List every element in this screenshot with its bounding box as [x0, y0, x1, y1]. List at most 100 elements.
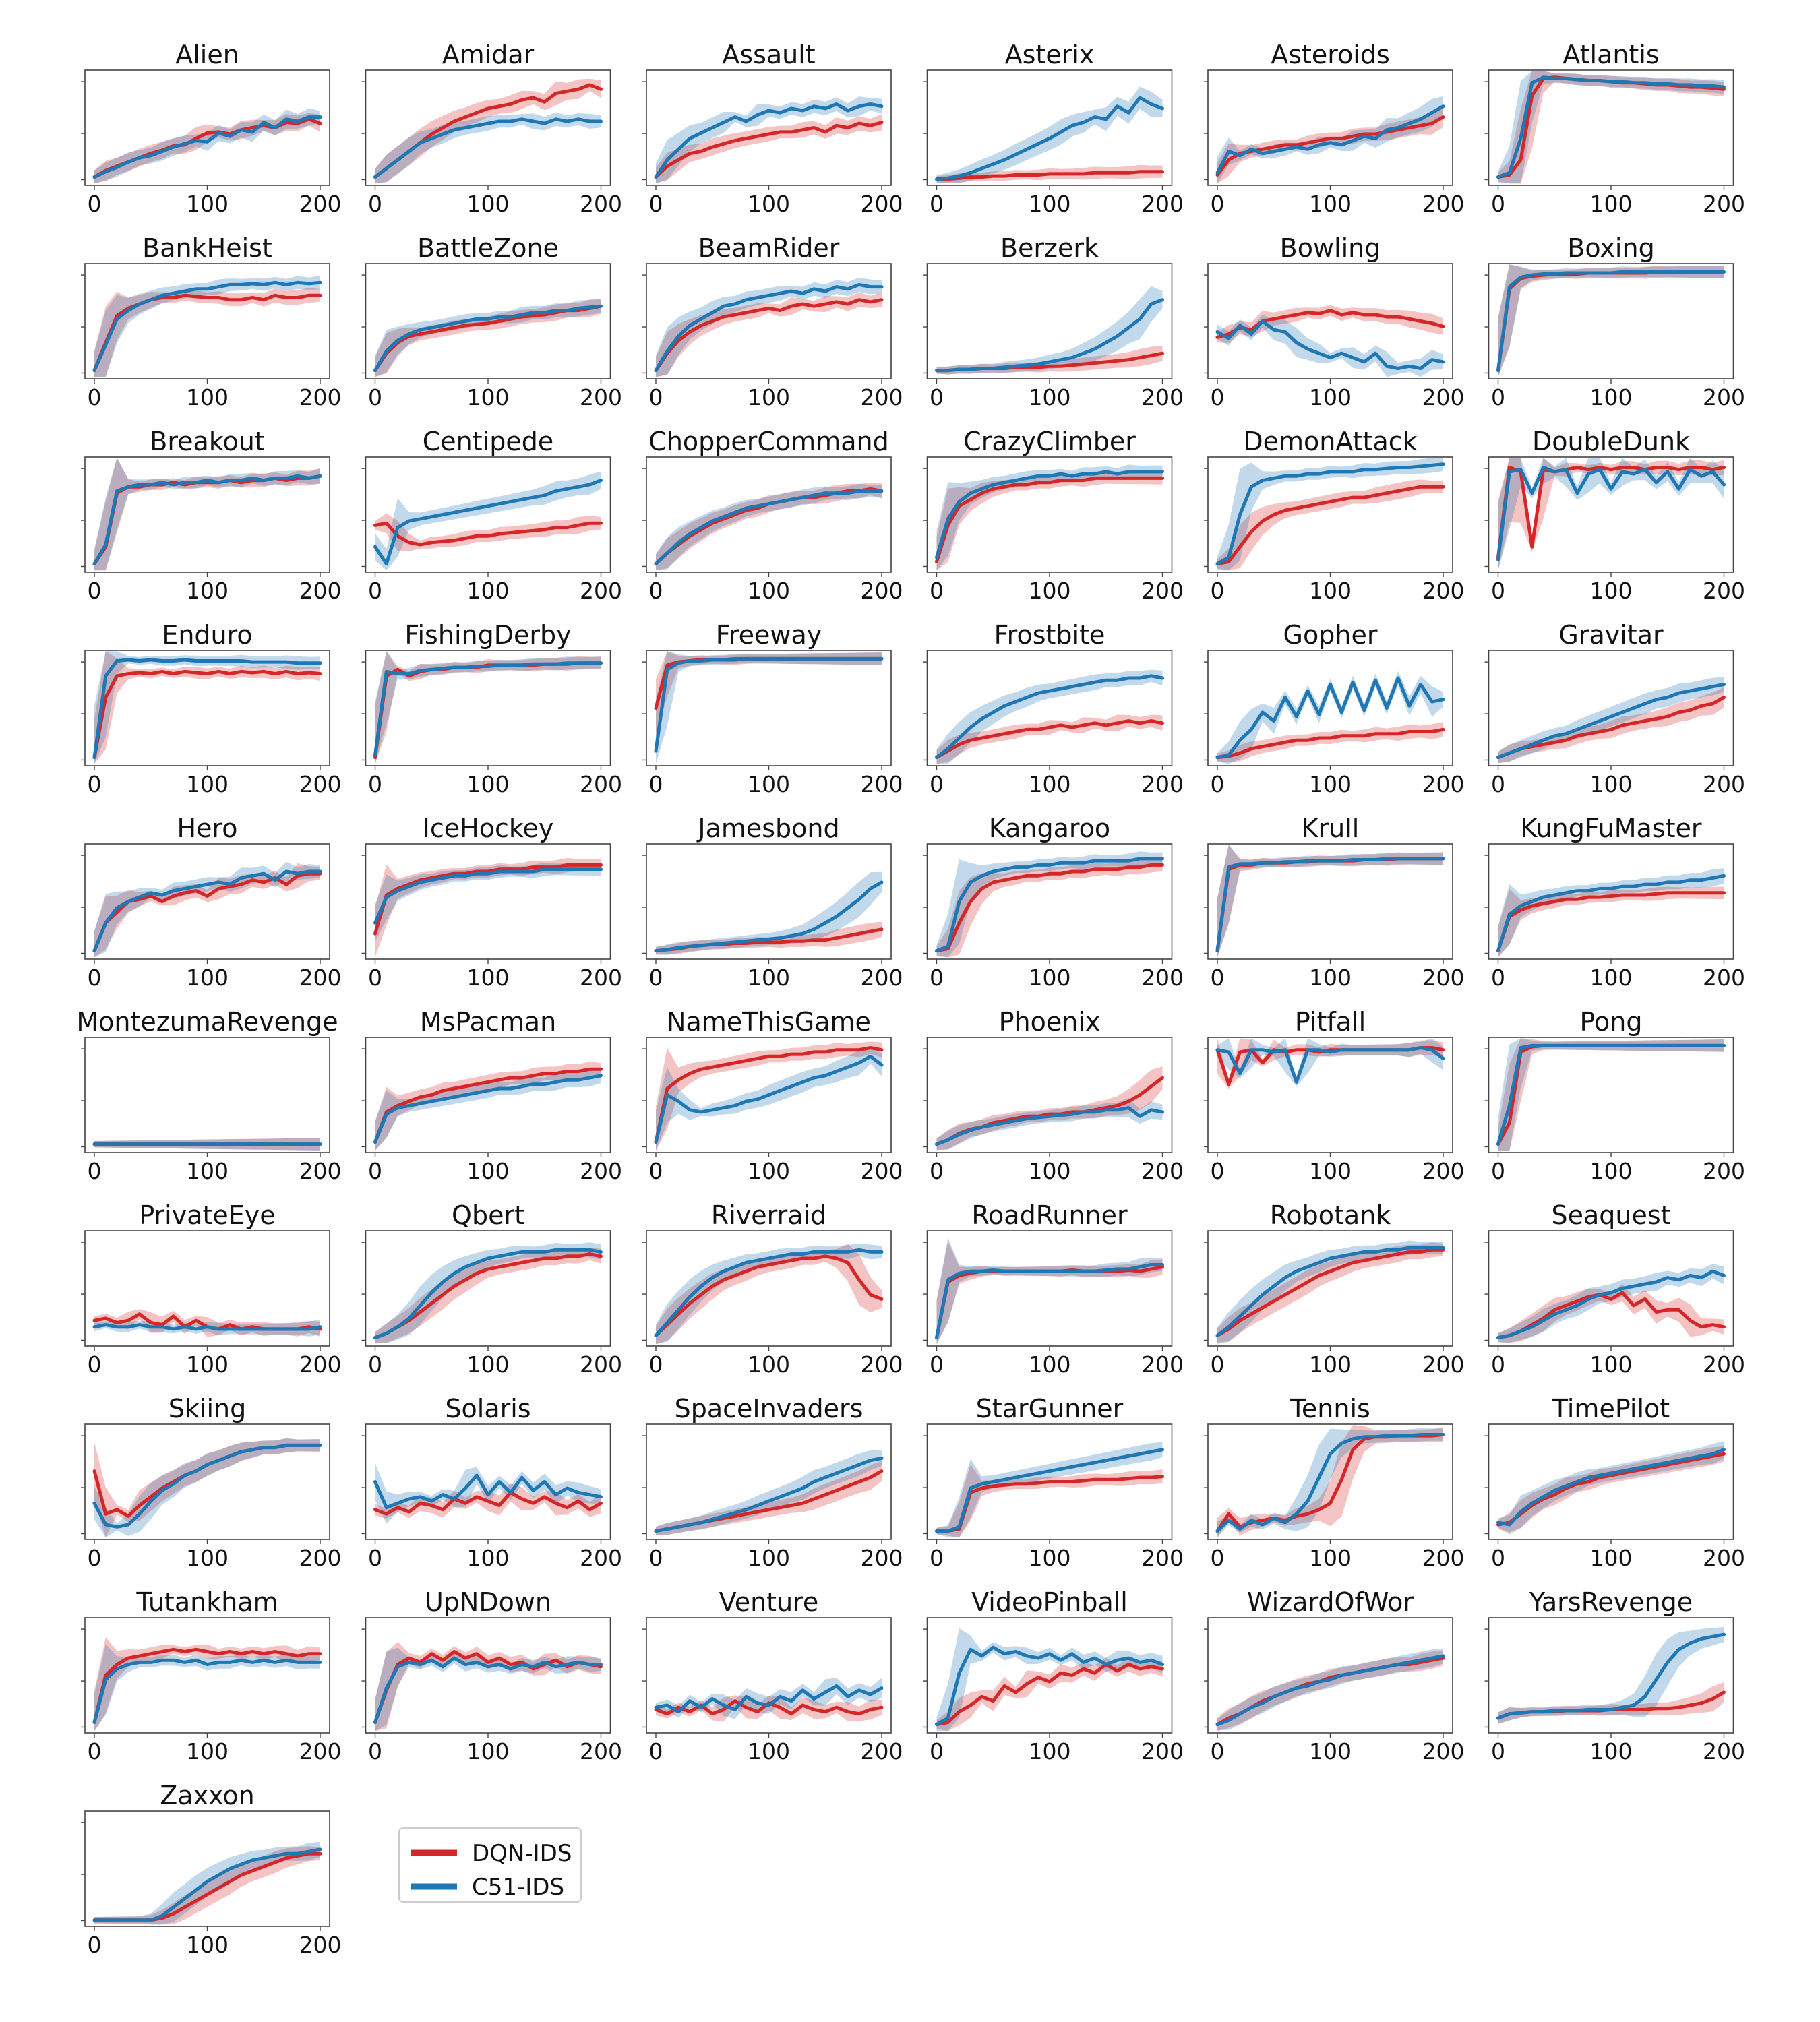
line-beamrider-dqn-ids: [654, 298, 884, 373]
x-tick-label-bankheist-1: 100: [186, 384, 229, 410]
x-tick-label-kungfumaster-2: 200: [1703, 964, 1745, 991]
line-skiing-c51-ids: [92, 1443, 322, 1529]
line-crazyclimber-c51-ids: [935, 470, 1164, 559]
panel-title-yarsrevenge: YarsRevenge: [1529, 1587, 1693, 1617]
x-tick-label-icehockey-0: 0: [368, 964, 382, 991]
panel-mspacman: MsPacman 0 100 200: [361, 1007, 622, 1184]
x-tick-label-asterix-0: 0: [930, 191, 944, 217]
panel-title-stargunner: StarGunner: [976, 1394, 1124, 1423]
panel-bankheist: BankHeist 0 100 200: [81, 233, 342, 410]
x-tick-label-crazyclimber-0: 0: [930, 578, 944, 604]
band-battlezone-c51-ids: [375, 299, 601, 377]
panel-title-gopher: Gopher: [1283, 620, 1378, 650]
panel-title-videopinball: VideoPinball: [971, 1587, 1128, 1617]
panel-title-breakout: Breakout: [150, 427, 264, 456]
x-tick-label-stargunner-0: 0: [930, 1545, 944, 1571]
line-venture-dqn-ids: [654, 1699, 884, 1716]
band-phoenix-c51-ids: [936, 1098, 1163, 1151]
panel-title-jamesbond: Jamesbond: [696, 814, 839, 843]
line-seaquest-dqn-ids: [1496, 1291, 1726, 1340]
panel-namethisgame: NameThisGame 0 100 200: [642, 1007, 903, 1184]
band-beamrider-c51-ids: [656, 277, 882, 377]
panel-venture: Venture 0 100 200: [642, 1587, 903, 1765]
panel-title-atlantis: Atlantis: [1563, 40, 1659, 69]
panel-berzerk: Berzerk 0 100 200: [923, 233, 1184, 410]
panel-title-choppercommand: ChopperCommand: [648, 427, 888, 456]
line-robotank-c51-ids: [1215, 1246, 1445, 1337]
panel-gravitar: Gravitar 0 100 200: [1484, 620, 1745, 797]
x-tick-label-asterix-1: 100: [1029, 191, 1071, 217]
x-tick-label-zaxxon-2: 200: [299, 1932, 342, 1958]
x-tick-label-alien-1: 100: [186, 191, 229, 217]
x-tick-label-bankheist-2: 200: [299, 384, 342, 410]
line-bankheist-dqn-ids: [92, 293, 322, 373]
line-gopher-dqn-ids: [1215, 727, 1445, 760]
panel-phoenix: Phoenix 0 100 200: [923, 1007, 1184, 1184]
panel-title-tennis: Tennis: [1290, 1394, 1370, 1423]
panel-title-pong: Pong: [1579, 1007, 1642, 1037]
panel-title-kangaroo: Kangaroo: [989, 814, 1110, 843]
panel-title-bowling: Bowling: [1280, 233, 1381, 263]
band-skiing-dqn-ids: [94, 1438, 320, 1538]
line-icehockey-c51-ids: [373, 867, 603, 925]
panel-title-demonattack: DemonAttack: [1243, 427, 1417, 456]
line-asterix-dqn-ids: [935, 170, 1164, 181]
x-tick-label-bowling-0: 0: [1211, 384, 1225, 410]
x-tick-label-solaris-2: 200: [580, 1545, 622, 1571]
panel-title-wizardofwor: WizardOfWor: [1247, 1587, 1414, 1617]
band-asteroids-dqn-ids: [1217, 106, 1443, 184]
line-pitfall-c51-ids: [1215, 1046, 1445, 1084]
x-tick-label-berzerk-2: 200: [1141, 384, 1184, 410]
panel-title-robotank: Robotank: [1270, 1200, 1391, 1230]
band-asterix-c51-ids: [936, 86, 1163, 184]
x-tick-label-timepilot-0: 0: [1491, 1545, 1505, 1571]
x-tick-label-freeway-2: 200: [861, 771, 903, 797]
x-tick-label-frostbite-2: 200: [1141, 771, 1184, 797]
x-tick-label-wizardofwor-2: 200: [1422, 1738, 1465, 1765]
x-tick-label-riverraid-2: 200: [861, 1351, 903, 1378]
x-tick-label-berzerk-0: 0: [930, 384, 944, 410]
line-kungfumaster-c51-ids: [1496, 874, 1726, 953]
line-wizardofwor-c51-ids: [1215, 1654, 1445, 1727]
line-demonattack-c51-ids: [1215, 462, 1445, 566]
x-tick-label-choppercommand-0: 0: [649, 578, 663, 604]
x-tick-label-montezumarevenge-2: 200: [299, 1158, 342, 1184]
x-tick-label-montezumarevenge-0: 0: [88, 1158, 102, 1184]
band-mspacman-c51-ids: [375, 1068, 601, 1151]
line-pong-dqn-ids: [1496, 1043, 1726, 1146]
panel-choppercommand: ChopperCommand 0 100 200: [642, 427, 903, 604]
x-tick-label-icehockey-2: 200: [580, 964, 622, 991]
x-tick-label-qbert-2: 200: [580, 1351, 622, 1378]
line-seaquest-c51-ids: [1496, 1269, 1726, 1340]
x-tick-label-krull-0: 0: [1211, 964, 1225, 991]
panel-title-spaceinvaders: SpaceInvaders: [675, 1394, 863, 1423]
band-kungfumaster-dqn-ids: [1498, 886, 1724, 958]
x-tick-label-hero-2: 200: [299, 964, 342, 991]
panel-title-namethisgame: NameThisGame: [667, 1007, 871, 1037]
x-tick-label-boxing-1: 100: [1590, 384, 1633, 410]
x-tick-label-doubledunk-0: 0: [1491, 578, 1505, 604]
line-venture-c51-ids: [654, 1684, 884, 1714]
band-videopinball-dqn-ids: [936, 1657, 1163, 1732]
x-tick-label-riverraid-0: 0: [649, 1351, 663, 1378]
line-crazyclimber-dqn-ids: [935, 476, 1164, 563]
band-enduro-c51-ids: [94, 651, 320, 764]
band-bowling-dqn-ids: [1217, 305, 1443, 344]
x-tick-label-battlezone-0: 0: [368, 384, 382, 410]
x-tick-label-robotank-1: 100: [1309, 1351, 1352, 1378]
line-bowling-dqn-ids: [1215, 309, 1445, 339]
x-tick-label-kungfumaster-0: 0: [1491, 964, 1505, 991]
x-tick-label-assault-0: 0: [649, 191, 663, 217]
x-tick-label-crazyclimber-1: 100: [1029, 578, 1071, 604]
band-demonattack-c51-ids: [1217, 458, 1443, 571]
panel-title-upndown: UpNDown: [425, 1587, 551, 1617]
line-phoenix-c51-ids: [935, 1106, 1164, 1146]
line-fishingderby-c51-ids: [373, 661, 603, 757]
line-timepilot-dqn-ids: [1496, 1452, 1726, 1527]
line-icehockey-dqn-ids: [373, 863, 603, 936]
x-tick-label-asteroids-2: 200: [1422, 191, 1465, 217]
x-tick-label-mspacman-2: 200: [580, 1158, 622, 1184]
panel-title-pitfall: Pitfall: [1295, 1007, 1366, 1037]
line-riverraid-c51-ids: [654, 1248, 884, 1337]
panel-title-timepilot: TimePilot: [1552, 1394, 1670, 1423]
